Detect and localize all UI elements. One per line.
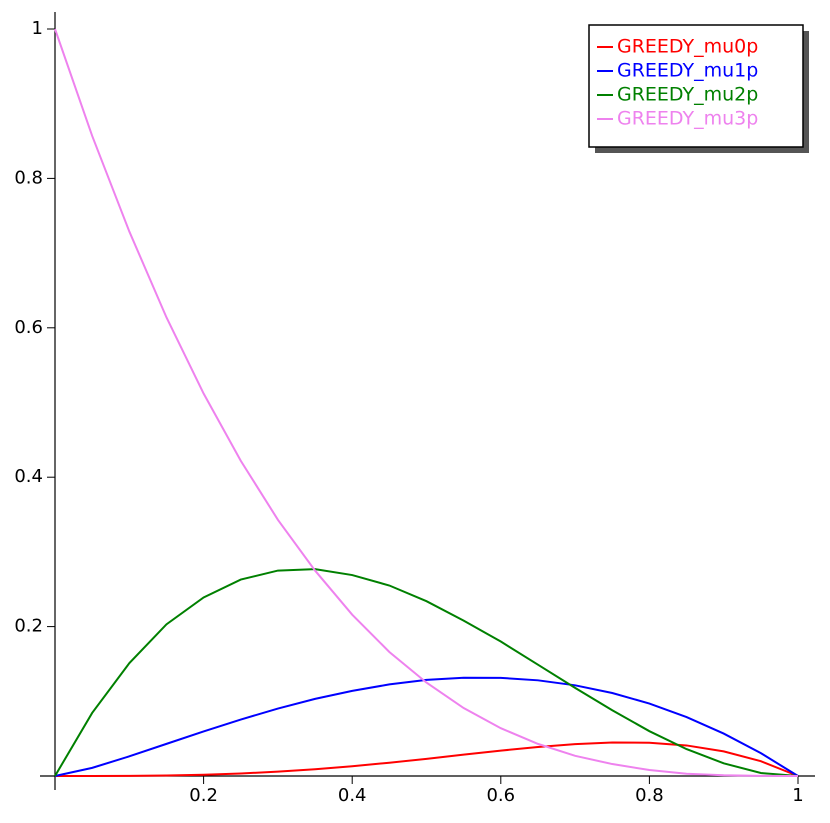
x-tick-label: 0.2 (189, 785, 218, 806)
y-tick-label: 0.8 (14, 167, 43, 188)
y-tick-label: 0.6 (14, 317, 43, 338)
series-line (54, 568, 799, 777)
legend-label: GREEDY_mu3p (617, 108, 758, 130)
legend-box (588, 24, 804, 148)
legend-label: GREEDY_mu2p (617, 84, 758, 106)
x-tick-label: 1 (792, 785, 803, 806)
y-tick-label: 0.2 (14, 616, 43, 637)
x-tick-label: 0.4 (338, 785, 367, 806)
series-line (54, 676, 799, 777)
x-tick-label: 0.8 (635, 785, 664, 806)
y-tick-label: 0.4 (14, 466, 43, 487)
x-tick-label: 0.6 (486, 785, 515, 806)
legend-label: GREEDY_mu1p (617, 60, 758, 82)
series-line (54, 28, 799, 777)
series-line (55, 741, 799, 777)
y-tick-label: 1 (32, 18, 43, 39)
legend-label: GREEDY_mu0p (617, 36, 758, 58)
